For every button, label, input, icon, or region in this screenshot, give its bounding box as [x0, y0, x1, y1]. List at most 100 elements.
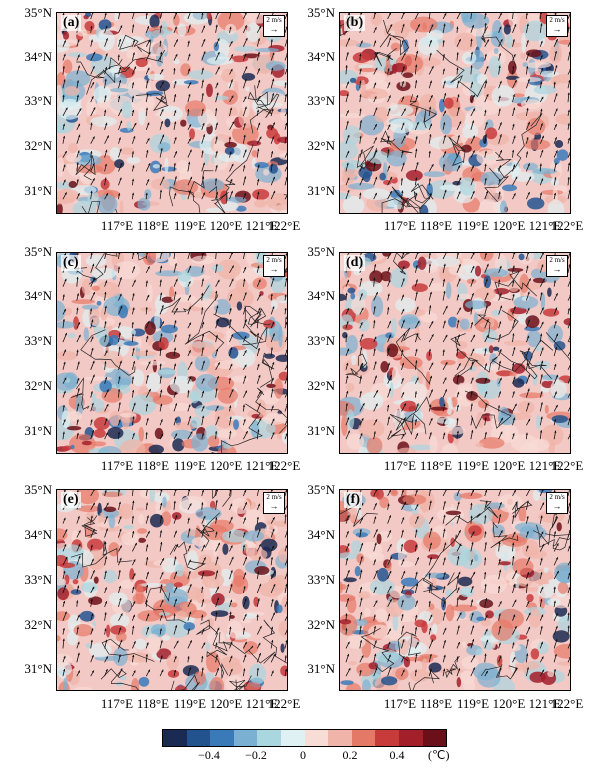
- wind-vector: [359, 390, 362, 398]
- boundary-line: [100, 668, 139, 690]
- wind-vector: [90, 51, 96, 61]
- wind-vector: [159, 530, 163, 538]
- anomaly-patch: [447, 316, 458, 328]
- anomaly-patch: [489, 353, 498, 365]
- wind-vector: [387, 347, 390, 357]
- wind-vector: [428, 639, 434, 649]
- wind-vector: [215, 597, 220, 607]
- wind-vector: [256, 68, 261, 75]
- wind-vector: [256, 503, 261, 510]
- wind-vector: [387, 165, 391, 172]
- wind-vector: [215, 136, 218, 144]
- wind-vector: [145, 388, 152, 398]
- anomaly-patch: [119, 675, 127, 681]
- wind-vector: [387, 404, 390, 412]
- anomaly-patch: [421, 57, 441, 67]
- anomaly-patch: [341, 83, 350, 88]
- wind-vector: [456, 334, 460, 343]
- anomaly-patch: [358, 446, 368, 453]
- wind-vector: [173, 121, 177, 130]
- anomaly-patch: [138, 513, 145, 525]
- anomaly-patch: [137, 537, 147, 543]
- wind-vector: [256, 391, 262, 398]
- wind-vector: [76, 614, 80, 621]
- wind-vector: [387, 82, 391, 89]
- wind-vector: [76, 54, 80, 61]
- wind-vector: [90, 628, 94, 635]
- anomaly-patch: [452, 180, 462, 186]
- wind-vector: [159, 614, 163, 621]
- wind-vector: [270, 151, 274, 158]
- anomaly-patch: [346, 635, 366, 649]
- wind-vector: [62, 361, 66, 370]
- wind-vector: [553, 639, 558, 649]
- wind-vector: [173, 363, 177, 370]
- wind-vector: [76, 134, 81, 144]
- anomaly-patch: [507, 267, 524, 272]
- anomaly-patch: [230, 55, 249, 63]
- wind-vector: [173, 263, 177, 273]
- wind-vector: [442, 290, 446, 301]
- wind-vector: [387, 24, 393, 33]
- wind-vector: [201, 667, 204, 677]
- anomaly-patch: [164, 157, 169, 174]
- wind-vector: [567, 656, 570, 663]
- wind-vector: [526, 176, 532, 186]
- anomaly-patch: [221, 529, 249, 543]
- wind-vector: [159, 51, 163, 61]
- wind-vector: [62, 308, 67, 315]
- wind-vector: [484, 403, 488, 412]
- anomaly-patch: [85, 642, 91, 649]
- anomaly-patch: [93, 576, 99, 584]
- wind-vector: [553, 668, 557, 677]
- wind-vector: [428, 417, 433, 426]
- anomaly-patch: [491, 363, 500, 372]
- wind-vector: [90, 670, 95, 677]
- wind-vector: [442, 600, 446, 607]
- wind-vector: [567, 514, 570, 524]
- wind-vector: [498, 541, 501, 552]
- anomaly-patch: [109, 146, 121, 162]
- wind-vector: [131, 500, 135, 510]
- wind-vector: [201, 390, 205, 398]
- wind-vector: [387, 628, 392, 635]
- boundary-line: [135, 89, 169, 112]
- wind-vector: [284, 375, 287, 384]
- wind-vector: [145, 280, 149, 287]
- wind-vector: [442, 627, 447, 635]
- y-tick-label: 35°N: [307, 482, 335, 497]
- boundary-line: [81, 201, 118, 213]
- anomaly-patch: [195, 507, 222, 520]
- anomaly-patch: [123, 525, 135, 530]
- anomaly-patch: [108, 592, 128, 606]
- anomaly-patch: [189, 391, 199, 404]
- wind-vector: [62, 40, 67, 47]
- wind-vector: [229, 430, 232, 440]
- wind-vector: [145, 122, 150, 130]
- x-tick-label: 122°E: [267, 458, 301, 473]
- wind-vector: [201, 405, 205, 412]
- anomaly-patch: [225, 675, 244, 690]
- anomaly-patch: [191, 433, 209, 452]
- wind-vector: [104, 38, 108, 47]
- anomaly-patch: [67, 52, 87, 58]
- wind-vector: [104, 502, 109, 510]
- wind-vector: [387, 279, 391, 287]
- wind-vector: [512, 642, 515, 649]
- wind-vector: [345, 307, 350, 315]
- wind-vector: [201, 571, 205, 580]
- anomaly-patch: [164, 618, 191, 639]
- anomaly-patch: [213, 95, 229, 101]
- wind-vector: [76, 162, 79, 172]
- anomaly-patch: [525, 49, 542, 58]
- anomaly-patch: [222, 543, 229, 555]
- anomaly-patch: [252, 277, 267, 290]
- wind-vector: [173, 669, 177, 677]
- wind-vector: [118, 322, 121, 329]
- wind-vector: [173, 278, 178, 287]
- anomaly-patch: [94, 281, 121, 298]
- wind-vector: [359, 542, 364, 552]
- anomaly-patch: [445, 589, 454, 597]
- wind-vector: [256, 614, 259, 621]
- wind-vector: [270, 122, 276, 131]
